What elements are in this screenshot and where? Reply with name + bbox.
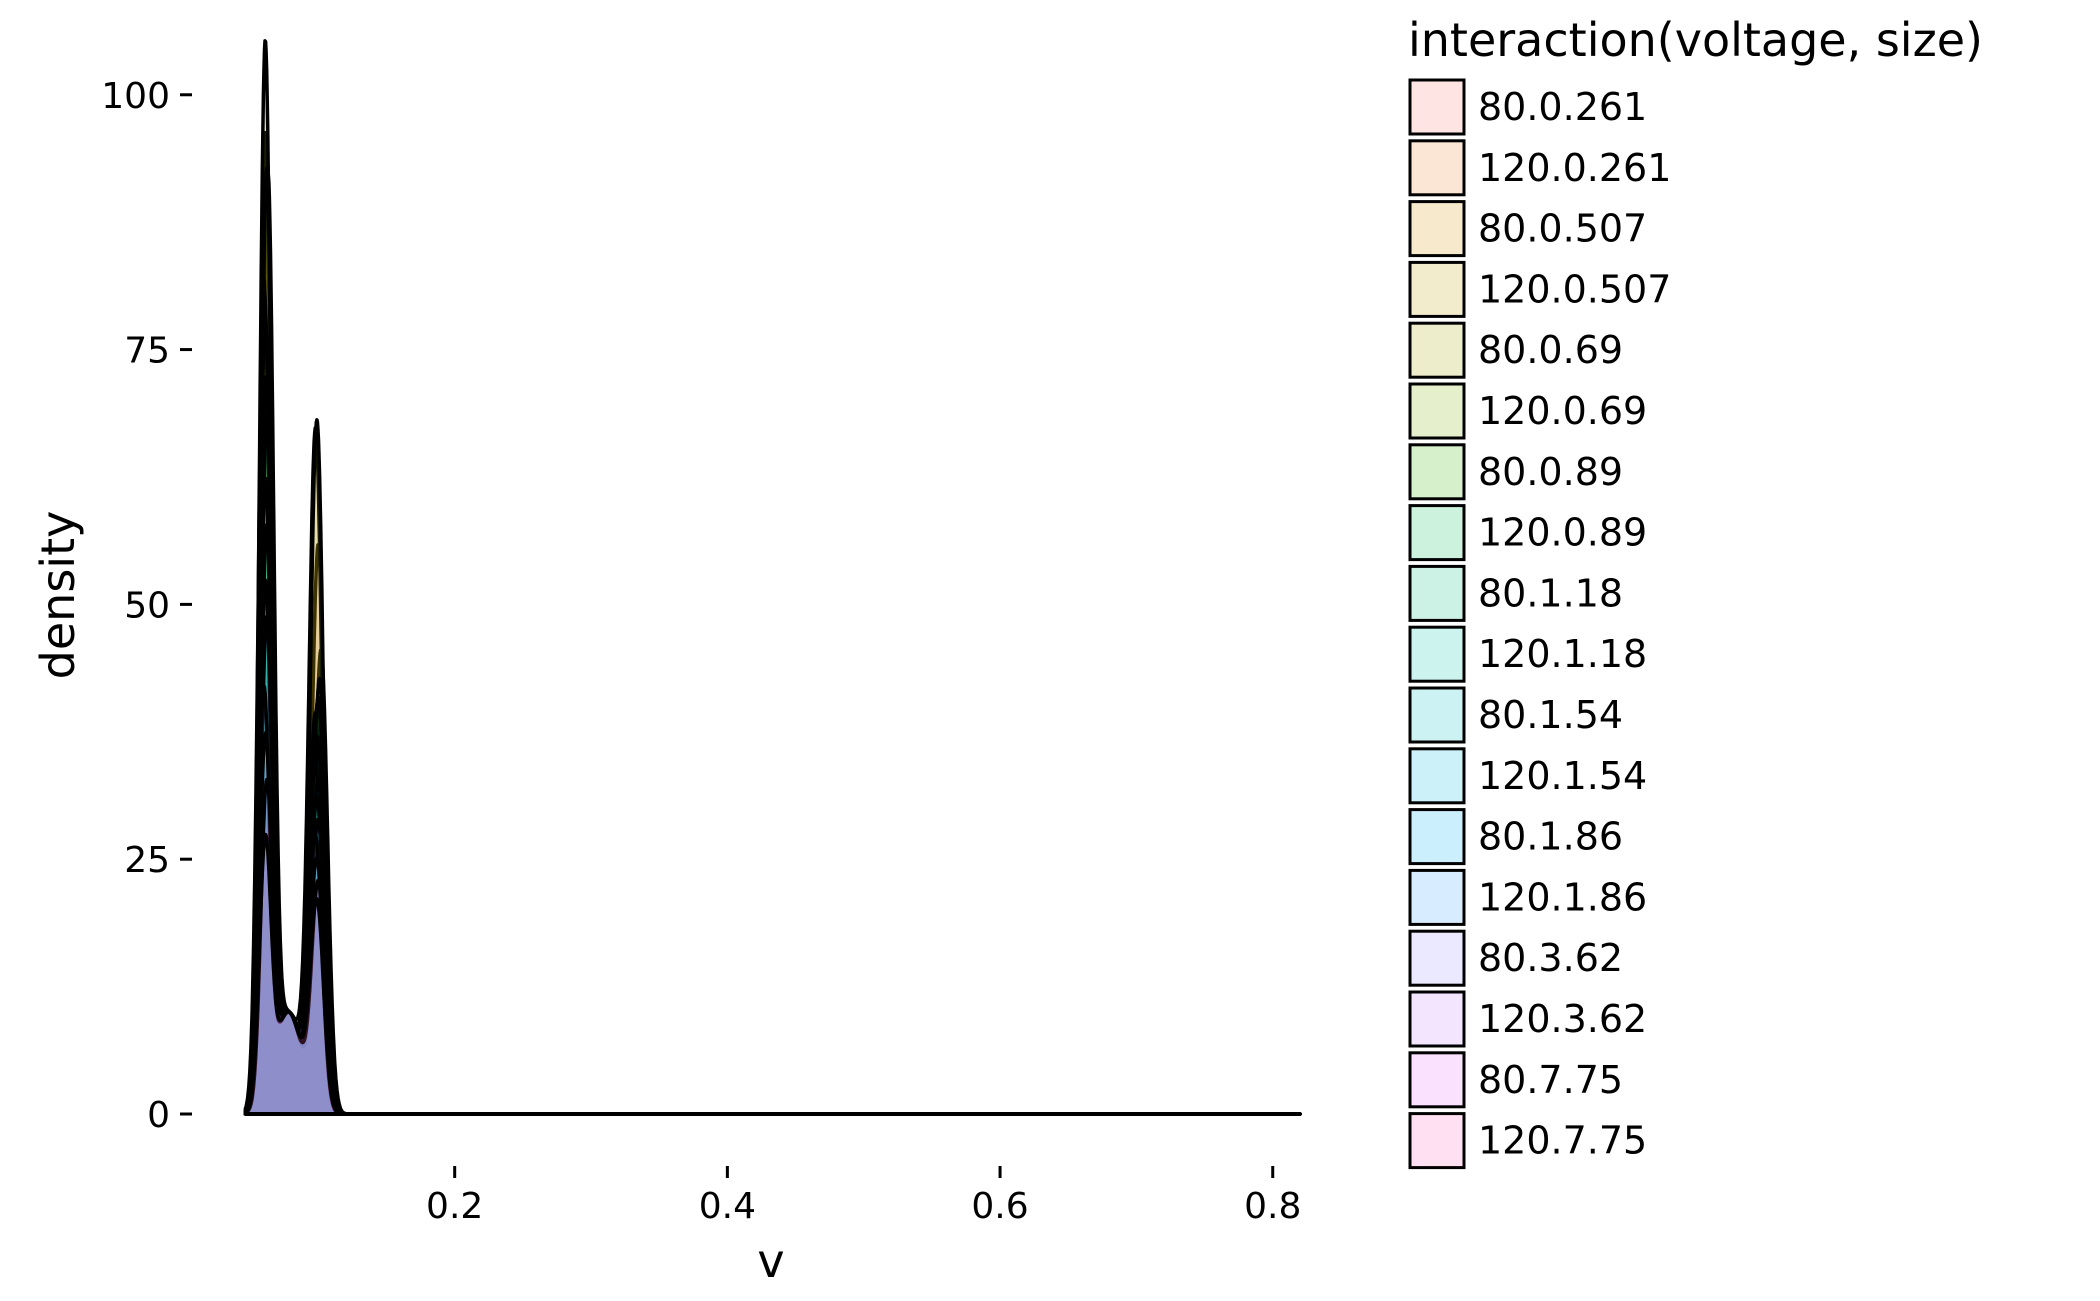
legend-label: 120.0.507 — [1478, 267, 1671, 311]
legend-key — [1408, 1051, 1466, 1109]
legend-key — [1408, 200, 1466, 258]
density-area-80.0.507 — [243, 130, 1302, 1116]
legend-item: 80.1.86 — [1408, 808, 1623, 866]
y-tick-label: 50 — [124, 585, 170, 626]
y-tick-label: 25 — [124, 840, 170, 881]
legend-key — [1408, 443, 1466, 501]
density-areas — [243, 39, 1302, 1116]
x-tick-label: 0.2 — [426, 1186, 483, 1227]
legend-key — [1408, 78, 1466, 136]
legend: interaction(voltage, size) 80.0.261 120.0… — [1408, 13, 1983, 1170]
legend-label: 120.1.86 — [1478, 875, 1647, 919]
legend-item: 80.1.54 — [1408, 686, 1623, 744]
legend-item: 80.0.89 — [1408, 443, 1623, 501]
legend-label: 80.0.261 — [1478, 85, 1647, 129]
legend-item: 80.0.507 — [1408, 200, 1647, 258]
density-area-120.7.75 — [243, 832, 1302, 1116]
legend-label: 120.1.54 — [1478, 754, 1647, 798]
density-area-80.0.69 — [243, 39, 1302, 1116]
legend-key — [1408, 990, 1466, 1048]
density-area-120.0.69 — [243, 166, 1302, 1116]
legend-label: 120.0.69 — [1478, 389, 1647, 433]
legend-label: 80.1.54 — [1478, 693, 1623, 737]
legend-item: 80.0.69 — [1408, 321, 1623, 379]
legend-item: 120.0.261 — [1408, 139, 1671, 197]
x-axis-label: v — [757, 1234, 784, 1288]
legend-label: 120.1.18 — [1478, 632, 1647, 676]
legend-key — [1408, 260, 1466, 318]
legend-item: 120.0.69 — [1408, 382, 1647, 440]
legend-key — [1408, 808, 1466, 866]
legend-item: 80.3.62 — [1408, 929, 1623, 987]
legend-item: 120.7.75 — [1408, 1112, 1647, 1170]
legend-item: 120.0.507 — [1408, 260, 1671, 318]
legend-label: 80.0.507 — [1478, 207, 1647, 251]
legend-key — [1408, 321, 1466, 379]
legend-title: interaction(voltage, size) — [1408, 13, 1983, 67]
density-area-80.7.75 — [243, 777, 1302, 1116]
legend-items: 80.0.261 120.0.261 80.0.507 120.0.507 80.0.6… — [1408, 78, 1671, 1170]
legend-label: 80.3.62 — [1478, 936, 1623, 980]
legend-item: 120.3.62 — [1408, 990, 1647, 1048]
legend-item: 120.1.86 — [1408, 868, 1647, 926]
density-area-120.1.54 — [243, 523, 1302, 1116]
legend-key — [1408, 747, 1466, 805]
density-area-120.1.18 — [243, 410, 1302, 1116]
legend-item: 80.0.261 — [1408, 78, 1647, 136]
legend-label: 120.0.261 — [1478, 146, 1671, 190]
legend-label: 80.1.18 — [1478, 571, 1623, 615]
legend-key — [1408, 564, 1466, 622]
legend-label: 80.7.75 — [1478, 1058, 1623, 1102]
density-area-120.3.62 — [243, 731, 1302, 1116]
density-area-80.1.86 — [243, 578, 1302, 1116]
legend-label: 120.3.62 — [1478, 997, 1647, 1041]
legend-key — [1408, 868, 1466, 926]
legend-key — [1408, 686, 1466, 744]
density-area-80.1.54 — [243, 476, 1302, 1116]
legend-item: 120.1.18 — [1408, 625, 1647, 683]
density-area-120.0.89 — [243, 314, 1302, 1116]
legend-label: 80.0.89 — [1478, 450, 1623, 494]
legend-item: 120.1.54 — [1408, 747, 1647, 805]
x-tick-label: 0.4 — [699, 1186, 756, 1227]
legend-key — [1408, 929, 1466, 987]
legend-key — [1408, 625, 1466, 683]
density-area-80.0.261 — [243, 146, 1302, 1116]
x-tick-label: 0.8 — [1244, 1186, 1301, 1227]
x-axis: 0.2 0.4 0.6 0.8 — [426, 1166, 1301, 1227]
legend-item: 80.1.18 — [1408, 564, 1623, 622]
legend-item: 80.7.75 — [1408, 1051, 1623, 1109]
legend-item: 120.0.89 — [1408, 504, 1647, 562]
density-area-80.0.89 — [243, 276, 1302, 1116]
density-area-80.3.62 — [243, 684, 1302, 1116]
y-axis-label: density — [31, 511, 85, 680]
legend-key — [1408, 1112, 1466, 1170]
legend-label: 80.0.69 — [1478, 328, 1623, 372]
y-tick-label: 0 — [147, 1095, 170, 1136]
y-tick-label: 75 — [124, 331, 170, 372]
legend-key — [1408, 139, 1466, 197]
density-area-120.0.261 — [243, 172, 1302, 1116]
legend-label: 120.7.75 — [1478, 1119, 1647, 1163]
density-area-80.1.18 — [243, 375, 1302, 1116]
density-area-120.1.86 — [243, 614, 1302, 1116]
legend-key — [1408, 504, 1466, 562]
legend-label: 80.1.86 — [1478, 815, 1623, 859]
density-area-120.0.507 — [243, 186, 1302, 1116]
legend-label: 120.0.89 — [1478, 511, 1647, 555]
y-axis: 0 25 50 75 100 — [101, 76, 192, 1136]
legend-key — [1408, 382, 1466, 440]
x-tick-label: 0.6 — [971, 1186, 1028, 1227]
y-tick-label: 100 — [101, 76, 170, 117]
